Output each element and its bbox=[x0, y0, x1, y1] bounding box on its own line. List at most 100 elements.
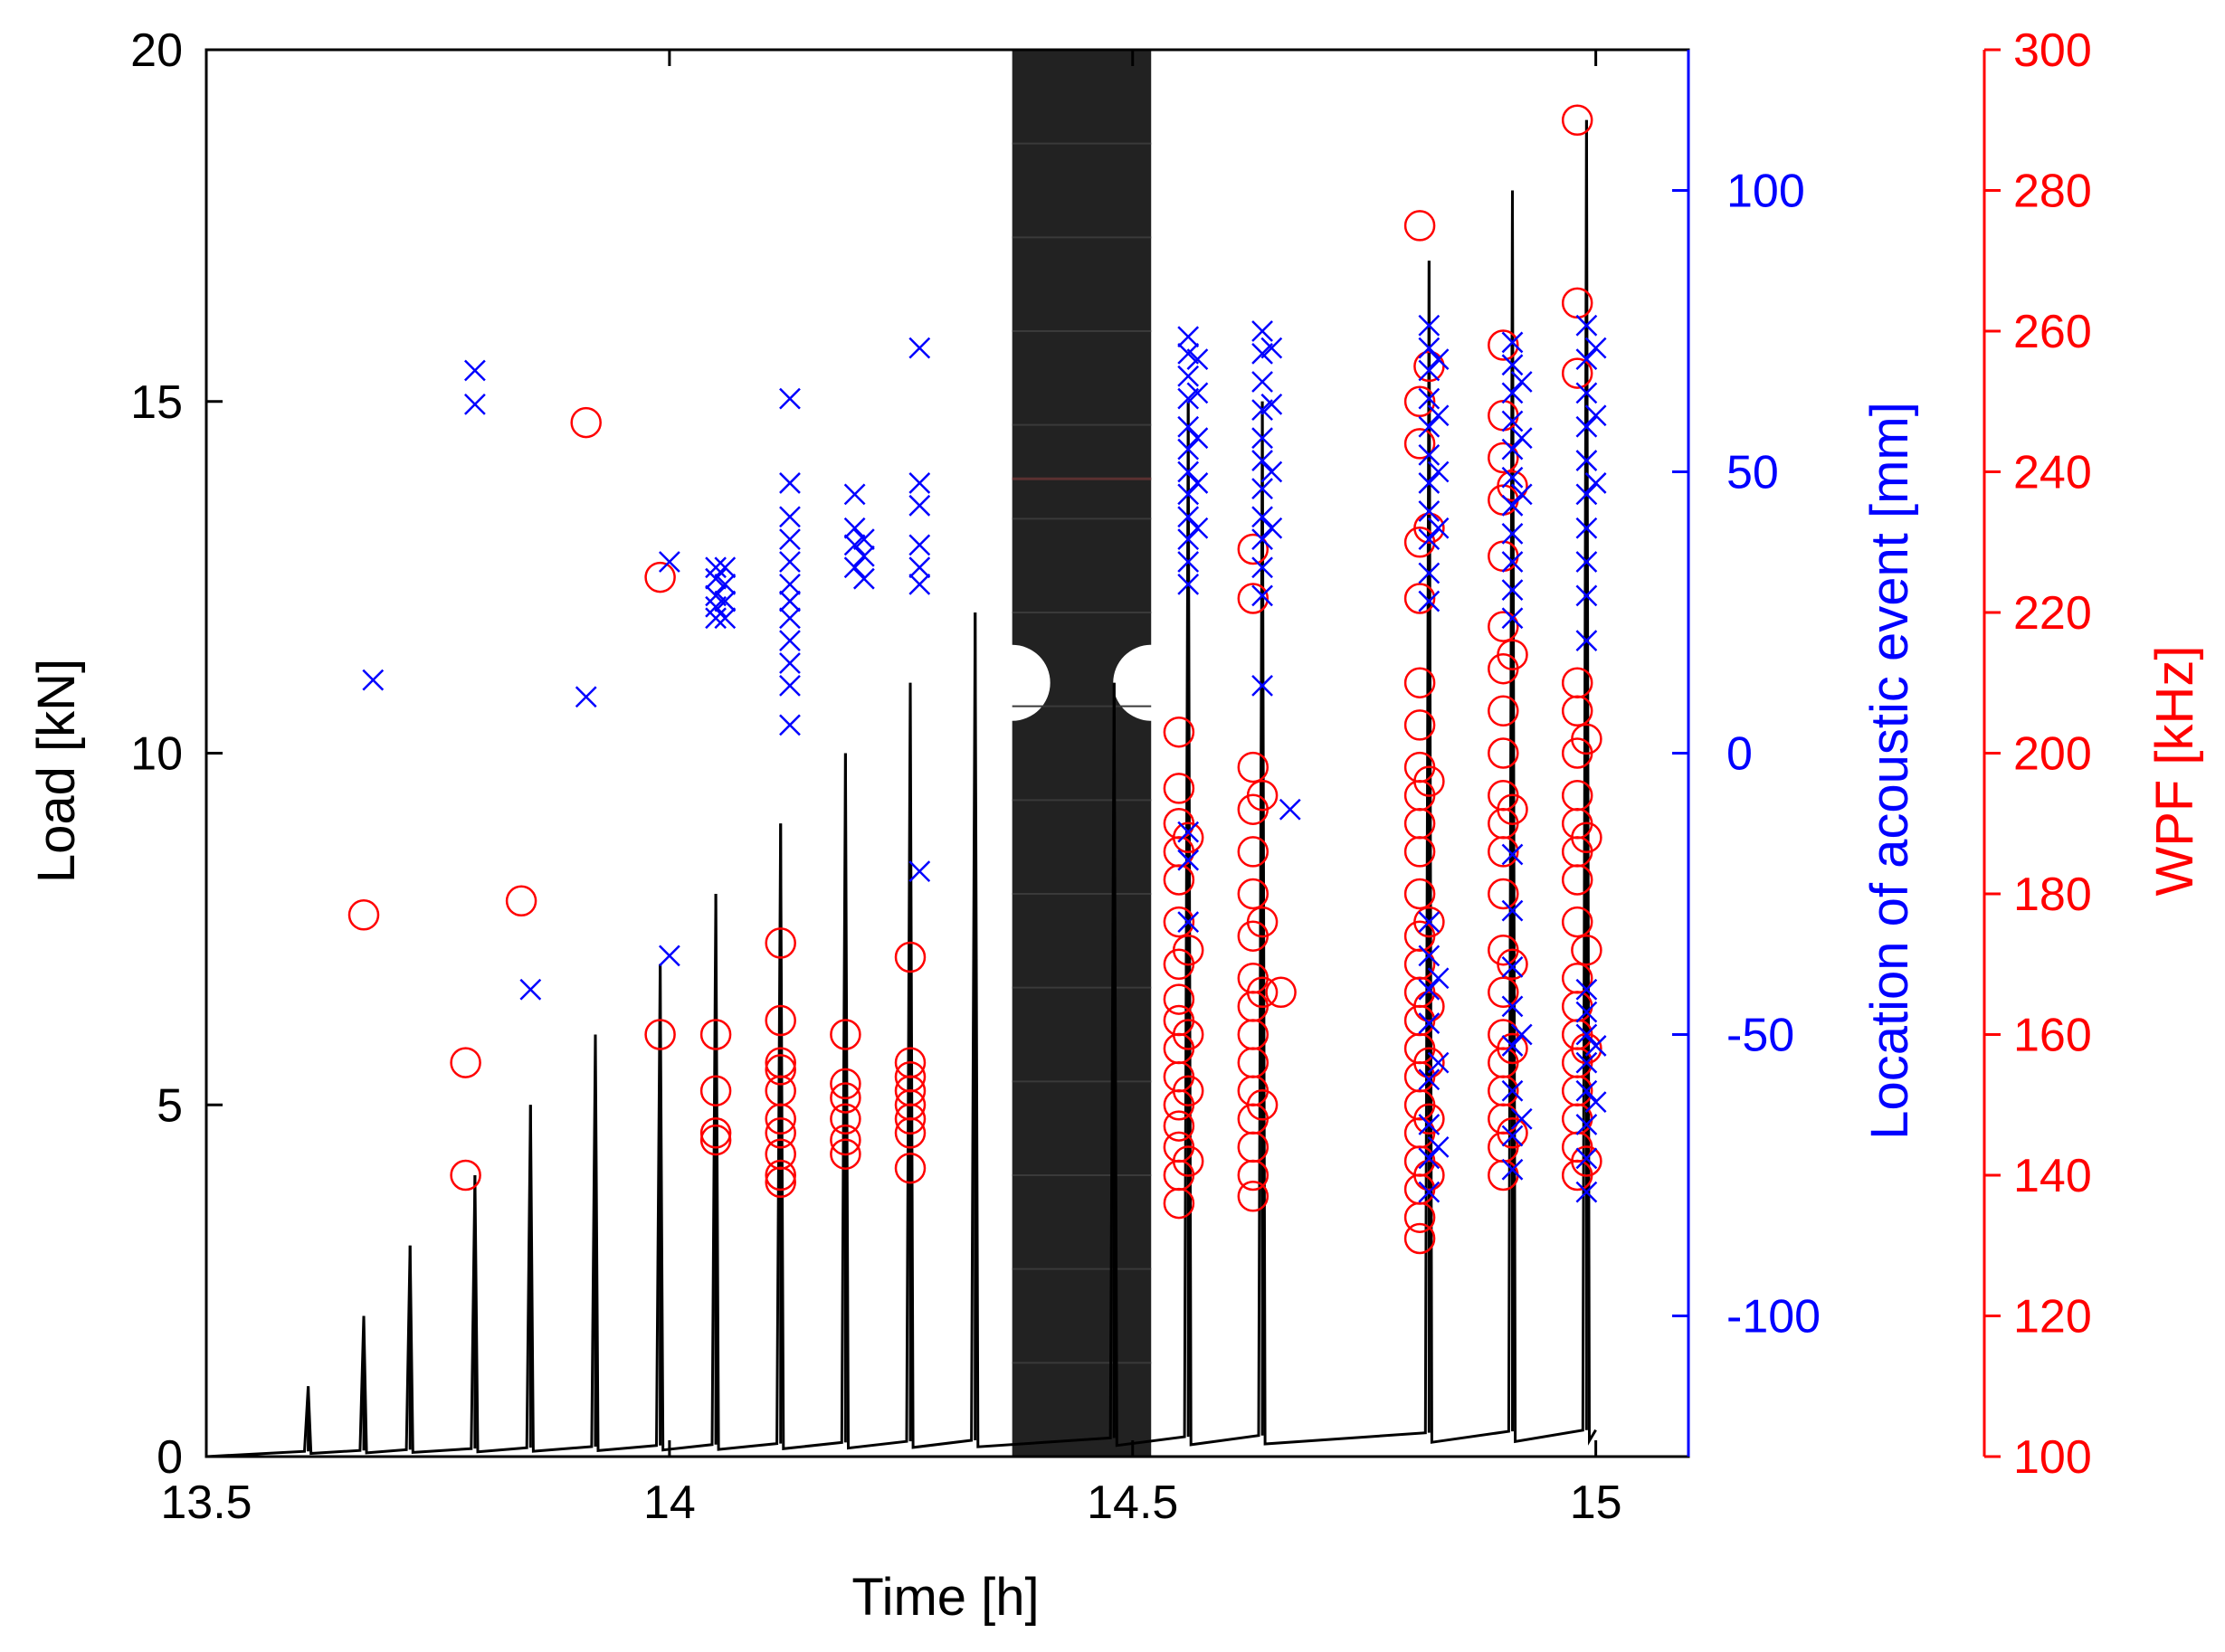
location-point bbox=[779, 630, 801, 651]
wpf-point bbox=[1561, 695, 1593, 727]
location-point bbox=[714, 574, 737, 595]
wpf-point bbox=[1403, 878, 1436, 910]
wpf-point bbox=[1403, 428, 1436, 460]
location-point bbox=[1575, 450, 1598, 471]
location-point bbox=[1584, 1091, 1607, 1114]
wpf-tick-label: 160 bbox=[2013, 1010, 2092, 1062]
location-point bbox=[705, 567, 727, 590]
wpf-tick-label: 180 bbox=[2013, 869, 2092, 921]
location-point bbox=[1575, 1114, 1598, 1135]
wpf-point bbox=[1488, 836, 1519, 868]
location-point bbox=[1427, 460, 1450, 483]
wpf-point bbox=[1488, 976, 1519, 1009]
wpf-point bbox=[1561, 864, 1593, 896]
location-point bbox=[779, 652, 801, 674]
x-tick-label: 14 bbox=[643, 1476, 696, 1529]
location-point bbox=[1575, 584, 1598, 607]
location-point bbox=[1575, 1051, 1598, 1074]
location-point bbox=[575, 686, 597, 708]
location-point bbox=[1251, 342, 1273, 365]
location-point bbox=[1251, 506, 1273, 528]
location-point bbox=[1186, 348, 1209, 370]
location-point bbox=[1427, 967, 1450, 990]
specimen-strip bbox=[1012, 50, 1152, 1457]
location-point bbox=[1501, 438, 1524, 460]
location-point bbox=[1418, 472, 1441, 494]
wpf-point bbox=[1413, 1047, 1445, 1078]
location-point bbox=[1501, 354, 1524, 376]
wpf-point bbox=[830, 1068, 861, 1100]
location-point bbox=[1260, 460, 1283, 483]
location-point bbox=[1501, 466, 1524, 489]
wpf-point bbox=[1571, 1145, 1602, 1177]
location-point bbox=[908, 494, 931, 517]
location-point bbox=[1418, 528, 1441, 551]
wpf-series bbox=[347, 104, 1602, 1255]
location-point bbox=[1177, 911, 1200, 933]
location-point bbox=[779, 674, 801, 697]
location-point bbox=[843, 556, 866, 579]
wpf-point bbox=[1413, 1159, 1445, 1192]
wpf-point bbox=[1571, 821, 1602, 854]
wpf-point bbox=[1246, 1089, 1279, 1121]
wpf-point bbox=[894, 1152, 927, 1184]
wpf-point bbox=[1497, 1032, 1528, 1065]
wpf-point bbox=[644, 1019, 676, 1050]
location-point bbox=[908, 556, 931, 579]
load-tick-label: 15 bbox=[130, 376, 183, 429]
location-point bbox=[1501, 843, 1524, 866]
wpf-point bbox=[1497, 470, 1528, 502]
location-point bbox=[1575, 483, 1598, 506]
wpf-point bbox=[830, 1082, 861, 1114]
wpf-point bbox=[765, 1054, 796, 1086]
location-point bbox=[1501, 1035, 1524, 1057]
wpf-point bbox=[1413, 350, 1445, 383]
wpf-point bbox=[1237, 1181, 1269, 1212]
location-point bbox=[658, 945, 680, 967]
wpf-point bbox=[699, 1124, 732, 1156]
location-point bbox=[1251, 584, 1273, 607]
y-axis-label-location: Location of acoustic event [mm] bbox=[1860, 402, 1919, 1140]
wpf-point bbox=[1403, 583, 1436, 614]
location-point bbox=[843, 483, 866, 506]
location-point bbox=[1177, 528, 1200, 551]
location-point bbox=[1260, 337, 1283, 359]
location-point bbox=[1260, 517, 1283, 539]
location-point bbox=[1418, 1068, 1441, 1091]
wpf-point bbox=[1488, 695, 1519, 727]
location-point bbox=[1575, 1079, 1598, 1102]
location-point bbox=[1584, 1035, 1607, 1057]
location-point bbox=[1177, 574, 1200, 595]
wpf-point bbox=[1237, 836, 1269, 868]
wpf-point bbox=[1561, 357, 1593, 389]
location-point bbox=[1418, 590, 1441, 612]
wpf-point bbox=[830, 1124, 861, 1156]
location-point bbox=[779, 472, 801, 494]
location-point bbox=[1510, 427, 1533, 450]
location-point bbox=[705, 607, 727, 630]
location-point bbox=[362, 669, 385, 691]
wpf-point bbox=[1497, 1117, 1528, 1149]
location-point bbox=[1418, 978, 1441, 1001]
location-point bbox=[1418, 500, 1441, 522]
location-point bbox=[908, 534, 931, 556]
location-point bbox=[1510, 483, 1533, 506]
load-tick-label: 10 bbox=[130, 728, 183, 781]
location-point bbox=[1177, 415, 1200, 438]
wpf-point bbox=[1163, 773, 1195, 804]
wpf-point bbox=[765, 1117, 796, 1149]
wpf-point bbox=[1561, 906, 1593, 938]
location-point bbox=[779, 551, 801, 573]
location-point bbox=[1501, 607, 1524, 630]
wpf-point bbox=[830, 1103, 861, 1135]
specimen-photo-overlay bbox=[1012, 50, 1152, 1457]
load-tick-label: 0 bbox=[157, 1431, 183, 1484]
location-point bbox=[1186, 472, 1209, 494]
location-point bbox=[1575, 415, 1598, 438]
location-point bbox=[908, 472, 931, 494]
location-point bbox=[1575, 382, 1598, 404]
location-point bbox=[714, 590, 737, 612]
wpf-point bbox=[1172, 934, 1204, 966]
location-point bbox=[843, 517, 866, 539]
